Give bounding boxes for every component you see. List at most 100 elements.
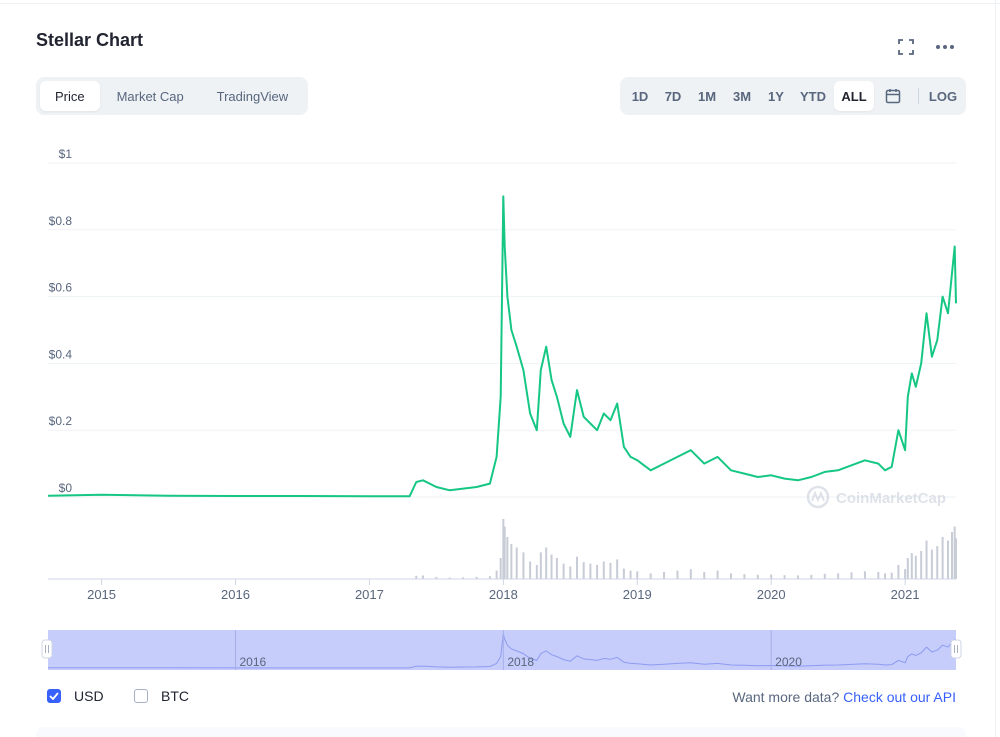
volume-bar xyxy=(462,577,465,579)
usd-toggle[interactable]: USD xyxy=(47,688,104,704)
price-chart[interactable]: $0$0.2$0.4$0.6$0.8$1 2015 2016 2017 2018 201… xyxy=(0,140,1000,680)
volume-bar xyxy=(545,547,548,579)
usd-checkbox[interactable] xyxy=(47,689,61,703)
log-toggle[interactable]: LOG xyxy=(928,88,958,104)
navigator-handle-left[interactable] xyxy=(41,639,53,659)
volume-bar xyxy=(535,565,538,579)
y-tick-label: $0.8 xyxy=(49,214,73,228)
volume-bar xyxy=(810,574,813,579)
tab-market-cap[interactable]: Market Cap xyxy=(116,88,184,104)
range-1d[interactable]: 1D xyxy=(631,88,649,104)
y-axis: $0 $0.2 $0.4 $0.6 $0.8 $1 xyxy=(49,147,73,495)
volume-bar xyxy=(596,565,599,579)
volume-bar xyxy=(676,570,679,579)
range-tabs: 1D 7D 1M 3M 1Y YTD ALL LOG xyxy=(620,77,966,115)
next-card xyxy=(36,727,966,737)
y-tick-label: $0 xyxy=(59,481,73,495)
chart-title: Stellar Chart xyxy=(36,30,144,50)
x-axis: 2015 2016 2017 2018 2019 2020 2021 xyxy=(87,579,920,602)
api-link[interactable]: Check out our API xyxy=(843,689,956,705)
range-1y[interactable]: 1Y xyxy=(768,88,784,104)
volume-bar xyxy=(435,576,438,579)
more-dots-icon[interactable] xyxy=(934,36,956,58)
volume-bar xyxy=(575,556,578,579)
volume-bar xyxy=(796,575,799,579)
volume-bar xyxy=(488,576,491,579)
price-line xyxy=(47,195,957,498)
range-7d[interactable]: 7D xyxy=(664,88,682,104)
range-ytd[interactable]: YTD xyxy=(800,88,826,104)
volume-bar xyxy=(475,576,478,579)
navigator-axis: 2016 2018 2020 xyxy=(234,630,802,670)
volume-bars xyxy=(415,519,957,579)
usd-label: USD xyxy=(74,688,104,704)
volume-bar xyxy=(941,537,944,579)
x-tick-label: 2020 xyxy=(757,587,786,602)
navigator-tick-label: 2016 xyxy=(239,655,266,669)
watermark-text: CoinMarketCap xyxy=(836,490,946,507)
x-tick-label: 2016 xyxy=(221,587,250,602)
volume-bar xyxy=(897,565,900,579)
x-tick-label: 2018 xyxy=(489,587,518,602)
range-3m[interactable]: 3M xyxy=(732,88,752,104)
volume-bar xyxy=(716,570,719,579)
volume-bar xyxy=(616,559,619,579)
calendar-icon[interactable] xyxy=(874,81,912,111)
tab-price[interactable]: Price xyxy=(40,81,100,111)
range-1m[interactable]: 1M xyxy=(697,88,717,104)
coinmarketcap-logo: CoinMarketCap xyxy=(806,485,946,509)
volume-bar xyxy=(550,554,553,579)
volume-bar xyxy=(649,573,652,579)
navigator-tick-label: 2018 xyxy=(507,655,534,669)
volume-bar xyxy=(562,563,565,579)
volume-bar xyxy=(622,568,625,579)
range-separator xyxy=(918,88,919,104)
chart-type-tabs: Price Market Cap TradingView xyxy=(36,77,308,115)
navigator-line xyxy=(48,633,957,669)
right-border xyxy=(995,0,1000,737)
volume-bar xyxy=(602,561,605,579)
more-data-text: Want more data? Check out our API xyxy=(732,689,956,705)
navigator-tick-label: 2020 xyxy=(775,655,802,669)
btc-label: BTC xyxy=(161,688,189,704)
volume-bar xyxy=(609,562,612,579)
navigator[interactable]: 2016 2018 2020 xyxy=(41,630,962,670)
volume-bar xyxy=(569,566,572,579)
volume-bar xyxy=(930,549,933,579)
volume-bar xyxy=(495,570,498,579)
volume-bar xyxy=(955,538,957,579)
y-tick-label: $1 xyxy=(59,147,73,161)
x-tick-label: 2021 xyxy=(891,587,920,602)
btc-toggle[interactable]: BTC xyxy=(134,688,189,704)
tab-tradingview[interactable]: TradingView xyxy=(216,88,289,104)
volume-bar xyxy=(953,526,956,579)
volume-bar xyxy=(770,574,773,579)
volume-bar xyxy=(920,551,923,579)
y-tick-label: $0.6 xyxy=(49,281,73,295)
volume-bar xyxy=(906,558,909,579)
volume-bar xyxy=(415,575,418,579)
volume-bar xyxy=(589,563,592,579)
volume-bar xyxy=(904,569,907,579)
fullscreen-icon[interactable] xyxy=(895,36,917,58)
navigator-handle-right[interactable] xyxy=(950,639,962,659)
volume-bar xyxy=(823,573,826,579)
volume-bar xyxy=(756,574,759,579)
volume-bar xyxy=(703,572,706,579)
volume-bar xyxy=(506,537,509,579)
navigator-window[interactable] xyxy=(48,630,956,670)
chart-gridlines xyxy=(48,162,956,498)
range-all[interactable]: ALL xyxy=(834,81,874,111)
volume-bar xyxy=(522,552,525,579)
volume-bar xyxy=(421,575,424,579)
volume-bar xyxy=(890,572,893,579)
volume-bar xyxy=(884,573,887,579)
volume-bar xyxy=(863,571,866,579)
volume-bar xyxy=(663,572,666,579)
volume-bar xyxy=(582,562,585,579)
volume-bar xyxy=(529,561,532,579)
volume-bar xyxy=(743,574,746,579)
volume-bar xyxy=(946,540,949,579)
volume-bar xyxy=(877,572,880,579)
btc-checkbox[interactable] xyxy=(134,689,148,703)
